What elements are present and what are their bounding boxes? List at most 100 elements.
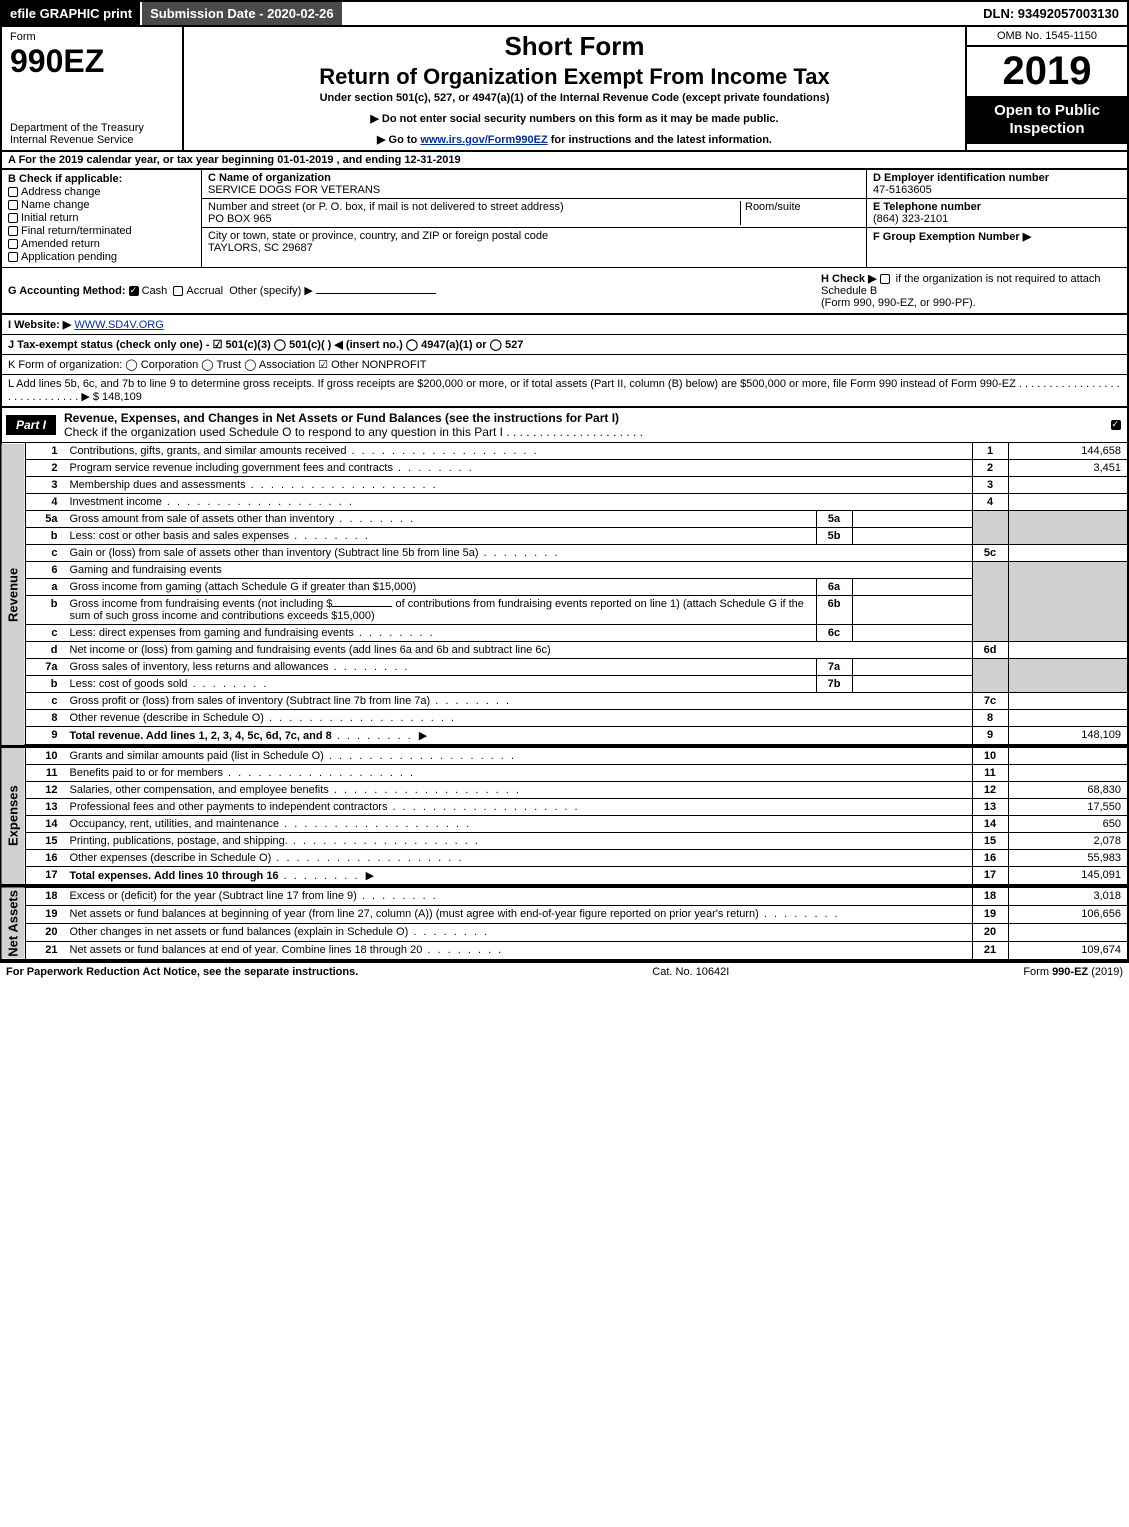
- b-item-1: Name change: [21, 199, 90, 211]
- line5a-desc: Gross amount from sale of assets other t…: [70, 513, 416, 525]
- table-row: 17Total expenses. Add lines 10 through 1…: [1, 867, 1128, 886]
- table-row: 13Professional fees and other payments t…: [1, 799, 1128, 816]
- table-row: dNet income or (loss) from gaming and fu…: [1, 642, 1128, 659]
- line15-desc: Printing, publications, postage, and shi…: [70, 835, 480, 847]
- form-number: 990EZ: [10, 43, 174, 80]
- table-row: 16Other expenses (describe in Schedule O…: [1, 850, 1128, 867]
- j-text: J Tax-exempt status (check only one) - ☑…: [8, 339, 523, 351]
- line20-desc: Other changes in net assets or fund bala…: [70, 926, 490, 938]
- chk-address-change[interactable]: [8, 187, 18, 197]
- b-item-2: Initial return: [21, 212, 78, 224]
- table-row: bLess: cost or other basis and sales exp…: [1, 528, 1128, 545]
- table-row: 14Occupancy, rent, utilities, and mainte…: [1, 816, 1128, 833]
- footer-mid: Cat. No. 10642I: [652, 966, 729, 978]
- table-row: Net Assets 18Excess or (deficit) for the…: [1, 887, 1128, 905]
- table-row: bLess: cost of goods sold7b: [1, 676, 1128, 693]
- ein-value: 47-5163605: [873, 184, 932, 196]
- row-l: L Add lines 5b, 6c, and 7b to line 9 to …: [0, 375, 1129, 408]
- line5c-val: [1008, 545, 1128, 562]
- chk-application-pending[interactable]: [8, 252, 18, 262]
- submission-date-button[interactable]: Submission Date - 2020-02-26: [142, 2, 344, 25]
- line7c-desc: Gross profit or (loss) from sales of inv…: [70, 695, 512, 707]
- table-row: 5aGross amount from sale of assets other…: [1, 511, 1128, 528]
- header-right: OMB No. 1545-1150 2019 Open to Public In…: [967, 27, 1127, 150]
- chk-accrual[interactable]: [173, 286, 183, 296]
- header-left: Form 990EZ Department of the Treasury In…: [2, 27, 182, 150]
- table-row: 8Other revenue (describe in Schedule O)8: [1, 710, 1128, 727]
- c-city-lbl: City or town, state or province, country…: [208, 230, 548, 242]
- omb-number: OMB No. 1545-1150: [967, 27, 1127, 47]
- chk-h[interactable]: [880, 274, 890, 284]
- b-item-4: Amended return: [21, 238, 100, 250]
- line8-val: [1008, 710, 1128, 727]
- chk-final-return[interactable]: [8, 226, 18, 236]
- table-row: Revenue 1Contributions, gifts, grants, a…: [1, 443, 1128, 460]
- open-to-public: Open to Public Inspection: [967, 96, 1127, 144]
- table-row: 6Gaming and fundraising events: [1, 562, 1128, 579]
- b-item-3: Final return/terminated: [21, 225, 132, 237]
- top-bar: efile GRAPHIC print Submission Date - 20…: [0, 0, 1129, 27]
- side-net-assets: Net Assets: [1, 887, 26, 960]
- line6c-desc: Less: direct expenses from gaming and fu…: [70, 627, 435, 639]
- line6d-desc: Net income or (loss) from gaming and fun…: [66, 642, 973, 659]
- irs-link[interactable]: www.irs.gov/Form990EZ: [420, 134, 547, 146]
- dln-label: DLN: 93492057003130: [975, 2, 1127, 25]
- b-label: B Check if applicable:: [8, 173, 195, 185]
- h-sub: (Form 990, 990-EZ, or 990-PF).: [821, 297, 976, 309]
- table-row: cGross profit or (loss) from sales of in…: [1, 693, 1128, 710]
- table-row: 19Net assets or fund balances at beginni…: [1, 905, 1128, 923]
- line7a-desc: Gross sales of inventory, less returns a…: [70, 661, 410, 673]
- line14-desc: Occupancy, rent, utilities, and maintena…: [70, 818, 472, 830]
- line3-val: [1008, 477, 1128, 494]
- line21-desc: Net assets or fund balances at end of ye…: [70, 944, 504, 956]
- table-row: 15Printing, publications, postage, and s…: [1, 833, 1128, 850]
- h-lbl: H Check ▶: [821, 273, 877, 285]
- line5b-desc: Less: cost or other basis and sales expe…: [70, 530, 370, 542]
- expenses-table: Expenses 10Grants and similar amounts pa…: [0, 746, 1129, 886]
- chk-initial-return[interactable]: [8, 213, 18, 223]
- under-section: Under section 501(c), 527, or 4947(a)(1)…: [192, 92, 957, 104]
- line14-val: 650: [1008, 816, 1128, 833]
- part1-sub: Check if the organization used Schedule …: [64, 425, 643, 439]
- row-a-tax-year: A For the 2019 calendar year, or tax yea…: [0, 152, 1129, 170]
- chk-amended-return[interactable]: [8, 239, 18, 249]
- table-row: 21Net assets or fund balances at end of …: [1, 941, 1128, 959]
- chk-name-change[interactable]: [8, 200, 18, 210]
- form-label: Form: [10, 31, 174, 43]
- line18-desc: Excess or (deficit) for the year (Subtra…: [70, 890, 438, 902]
- line8-desc: Other revenue (describe in Schedule O): [70, 712, 457, 724]
- header-center: Short Form Return of Organization Exempt…: [182, 27, 967, 150]
- line15-val: 2,078: [1008, 833, 1128, 850]
- org-address: PO BOX 965: [208, 213, 272, 225]
- chk-schedule-o[interactable]: [1111, 420, 1121, 430]
- revenue-table: Revenue 1Contributions, gifts, grants, a…: [0, 443, 1129, 746]
- col-def: D Employer identification number 47-5163…: [867, 170, 1127, 267]
- line6d-val: [1008, 642, 1128, 659]
- efile-print-button[interactable]: efile GRAPHIC print: [2, 2, 142, 25]
- line11-desc: Benefits paid to or for members: [70, 767, 416, 779]
- line21-val: 109,674: [1008, 941, 1128, 959]
- e-lbl: E Telephone number: [873, 201, 981, 213]
- chk-cash[interactable]: [129, 286, 139, 296]
- f-lbl: F Group Exemption Number ▶: [873, 231, 1031, 243]
- part1-tag: Part I: [6, 415, 56, 435]
- org-city: TAYLORS, SC 29687: [208, 242, 313, 254]
- table-row: 9Total revenue. Add lines 1, 2, 3, 4, 5c…: [1, 727, 1128, 746]
- g-other-input[interactable]: [316, 293, 436, 294]
- table-row: 3Membership dues and assessments3: [1, 477, 1128, 494]
- website-link[interactable]: WWW.SD4V.ORG: [74, 319, 163, 331]
- line6b-input[interactable]: [332, 606, 392, 607]
- table-row: 20Other changes in net assets or fund ba…: [1, 923, 1128, 941]
- org-name: SERVICE DOGS FOR VETERANS: [208, 184, 380, 196]
- part1-header: Part I Revenue, Expenses, and Changes in…: [0, 408, 1129, 443]
- line1-val: 144,658: [1008, 443, 1128, 460]
- line17-desc: Total expenses. Add lines 10 through 16: [70, 870, 279, 882]
- footer-right-post: (2019): [1088, 966, 1123, 978]
- table-row: 12Salaries, other compensation, and empl…: [1, 782, 1128, 799]
- line12-desc: Salaries, other compensation, and employ…: [70, 784, 521, 796]
- title-short-form: Short Form: [192, 31, 957, 62]
- goto-post: for instructions and the latest informat…: [548, 134, 772, 146]
- line17-val: 145,091: [1008, 867, 1128, 886]
- line10-desc: Grants and similar amounts paid (list in…: [70, 750, 516, 762]
- footer-right-pre: Form: [1023, 966, 1052, 978]
